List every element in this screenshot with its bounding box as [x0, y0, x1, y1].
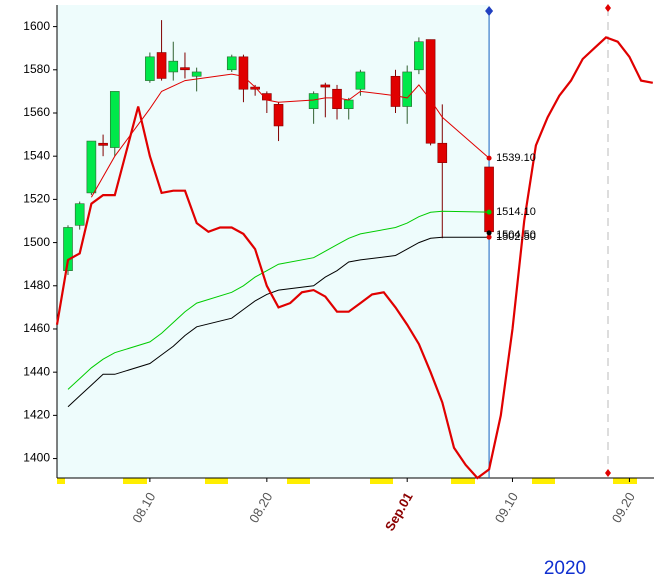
end-label: 1502.50: [496, 231, 536, 243]
weekend-marker: [205, 478, 228, 484]
end-point: [486, 234, 492, 240]
indicator-line: [67, 236, 490, 408]
x-tick-label: 08.10: [129, 490, 158, 526]
y-tick-label: 1560: [23, 105, 50, 119]
indicator-line: [55, 36, 654, 480]
candle-body: [63, 227, 73, 271]
weekend-marker: [123, 478, 147, 484]
indicator-line: [90, 73, 490, 198]
weekend-marker: [287, 478, 310, 484]
indicator-line: [67, 210, 490, 390]
y-tick-label: 1500: [23, 235, 50, 249]
candle-body: [402, 71, 412, 107]
candle-body: [156, 52, 167, 79]
weekend-marker: [57, 478, 65, 484]
candle-body: [390, 75, 401, 107]
end-label: 1504.50: [496, 229, 536, 241]
weekend-marker: [451, 478, 475, 484]
x-tick-label: Sep.01: [382, 490, 416, 534]
candle-body: [355, 71, 366, 90]
weekend-marker: [370, 478, 393, 484]
candle-body: [226, 56, 237, 71]
candle-body: [145, 56, 155, 81]
candle-body: [437, 142, 448, 163]
end-point: [486, 209, 492, 215]
y-tick-label: 1600: [23, 19, 50, 33]
candle-body: [191, 71, 202, 77]
current-day-marker: [485, 6, 494, 16]
x-tick-label: 09.20: [609, 490, 638, 526]
y-tick-label: 1420: [23, 408, 50, 422]
year-label: 2020: [544, 558, 586, 579]
weekend-marker: [532, 478, 555, 484]
candle-body: [238, 56, 249, 90]
candle-body: [86, 140, 97, 194]
y-tick-label: 1520: [23, 192, 50, 206]
candle-body: [168, 60, 179, 73]
y-tick-label: 1400: [23, 451, 50, 465]
cycle-marker-bottom: [605, 469, 611, 477]
candle-body: [343, 99, 354, 109]
candle-body: [180, 67, 190, 71]
end-label: 1539.10: [496, 152, 536, 164]
x-tick-label: 09.10: [492, 490, 521, 526]
end-point: [486, 230, 492, 236]
end-point: [486, 155, 492, 161]
candle-body: [484, 166, 494, 233]
background: [57, 5, 490, 478]
candle-body: [425, 39, 436, 144]
candle-body: [308, 93, 319, 109]
y-tick-label: 1460: [23, 321, 50, 335]
weekend-markers: [57, 478, 637, 484]
candle-body: [98, 142, 108, 146]
y-tick-label: 1480: [23, 278, 50, 292]
candle-body: [414, 41, 424, 71]
candle-body: [109, 91, 120, 148]
candle-body: [273, 104, 284, 127]
x-tick-label: 08.20: [246, 490, 275, 526]
end-label: 1514.10: [496, 206, 536, 218]
candle-body: [320, 84, 331, 88]
candle-body: [74, 203, 85, 226]
y-tick-label: 1440: [23, 364, 50, 378]
y-tick-label: 1580: [23, 62, 50, 76]
weekend-marker: [613, 478, 637, 484]
history-shade: [57, 5, 490, 478]
cycle-marker-top: [605, 4, 611, 12]
y-tick-label: 1540: [23, 148, 50, 162]
